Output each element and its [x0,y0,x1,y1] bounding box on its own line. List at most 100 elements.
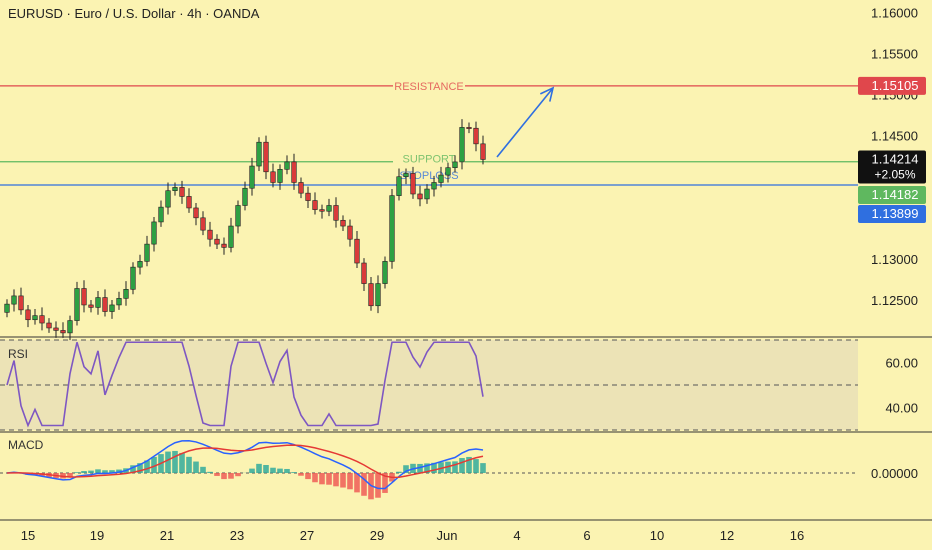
x-tick-label: 21 [160,528,174,543]
support-price-tag-bg [858,186,926,204]
candle-body [340,219,346,227]
macd-histogram-bar [109,470,115,473]
macd-histogram-bar [81,471,87,473]
macd-histogram-bar [200,466,206,473]
candle-body [193,207,199,219]
candle-body [88,304,94,308]
x-tick-label: 29 [370,528,384,543]
candle-body [158,206,164,223]
price-tick-label: 1.16000 [871,5,918,20]
price-tick-label: 1.13000 [871,252,918,267]
x-tick-label: 16 [790,528,804,543]
macd-histogram-bar [326,473,332,485]
macd-histogram-bar [298,473,304,476]
support-label: SUPPORT [403,154,456,166]
x-tick-label: 23 [230,528,244,543]
candle-body [228,225,234,248]
candle-body [291,161,297,183]
macd-histogram-bar [284,468,290,473]
candle-body [445,167,451,176]
candle-body [270,171,276,183]
x-tick-label: 4 [513,528,520,543]
candle-body [116,298,122,306]
candle-body [144,243,150,262]
macd-histogram-bar [312,473,318,483]
macd-signal-line [6,444,484,479]
candle-body [326,205,332,212]
macd-histogram-bar [228,473,234,479]
candle-body [368,283,374,307]
candle-body [235,205,241,227]
candle-body [123,289,129,299]
candle-body [312,200,318,210]
macd-histogram-bar [473,459,479,473]
macd-histogram-bar [396,471,402,473]
candle-body [165,190,171,208]
candle-body [256,141,262,167]
candle-body [438,174,444,183]
candle-body [130,266,136,290]
macd-histogram-bar [452,461,458,473]
x-tick-label: 19 [90,528,104,543]
macd-histogram-bar [256,463,262,473]
candle-body [305,192,311,201]
candle-body [354,238,360,264]
last-price-tag-bg [858,150,926,184]
macd-histogram-bar [466,456,472,473]
x-tick-label: 12 [720,528,734,543]
macd-histogram-bar [424,463,430,473]
macd-histogram-bar [305,473,311,480]
rsi-line [6,341,484,428]
macd-histogram-bar [67,473,73,477]
macd-histogram-bar [277,468,283,473]
macd-histogram-bar [172,450,178,473]
macd-histogram-bar [333,473,339,487]
macd-histogram-bar [270,467,276,473]
macd-histogram-bar [214,473,220,476]
candle-body [480,143,486,160]
macd-histogram-bar [417,463,423,473]
macd-label: MACD [8,438,44,452]
candle-body [431,182,437,190]
candle-body [277,169,283,183]
candle-body [403,173,409,178]
candle-body [95,297,101,308]
macd-histogram-bar [151,456,157,473]
candle-body [242,187,248,206]
macd-histogram-bar [354,473,360,493]
resistance-label: RESISTANCE [394,81,463,93]
candle-body [46,322,52,329]
x-tick-label: 15 [21,528,35,543]
macd-histogram-bar [375,473,381,498]
candle-body [263,141,269,173]
stoploss-price-tag-bg [858,205,926,223]
candle-body [67,320,73,334]
candle-body [109,304,115,312]
candle-body [284,161,290,170]
macd-histogram-bar [88,470,94,473]
x-tick-label: 27 [300,528,314,543]
macd-histogram-bar [319,473,325,485]
candle-body [11,295,17,305]
macd-histogram-bar [263,465,269,473]
support-price-tag: 1.14182 [872,187,919,202]
resistance-price-tag: 1.15105 [872,78,919,93]
candle-body [452,161,458,168]
candle-body [298,182,304,194]
candle-body [25,309,31,321]
x-tick-label: 6 [583,528,590,543]
candle-body [473,127,479,145]
candle-body [207,229,213,240]
candle-body [389,195,395,262]
candle-body [102,297,108,312]
macd-histogram-bar [235,473,241,477]
last-price-tag: 1.14214 [872,151,919,166]
macd-histogram-bar [382,473,388,493]
candle-body [74,288,80,321]
candle-body [417,193,423,200]
macd-histogram-bar [340,473,346,488]
macd-histogram-bar [459,458,465,473]
candle-body [347,225,353,240]
candle-body [200,217,206,231]
